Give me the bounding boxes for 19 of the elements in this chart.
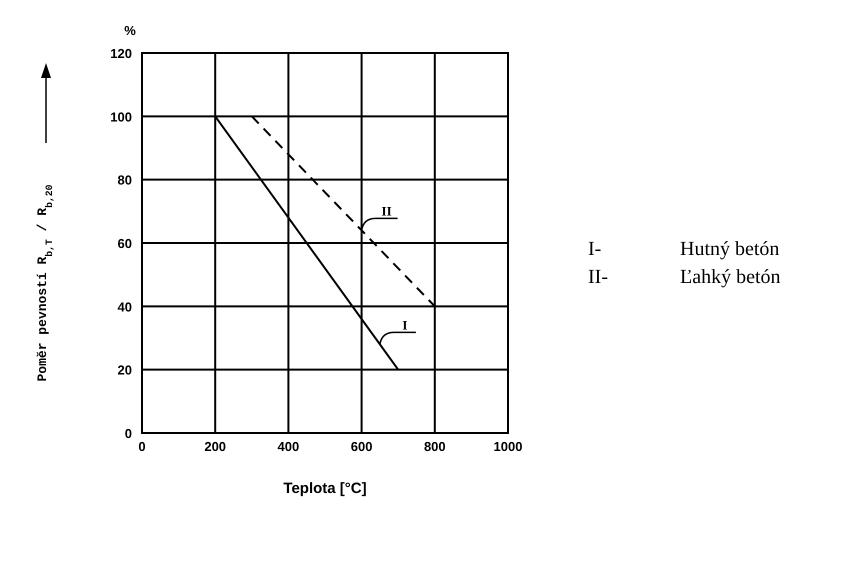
x-tick-label: 600 <box>350 439 372 454</box>
x-axis-title: Teplota [°C] <box>283 480 367 497</box>
x-tick-label: 400 <box>278 439 300 454</box>
y-tick-label: 0 <box>124 426 132 441</box>
text: % <box>124 23 136 38</box>
y-tick-label: 120 <box>110 46 132 61</box>
y-tick-label: 60 <box>118 236 132 251</box>
x-tick-label: 200 <box>204 439 226 454</box>
series-label: I <box>402 317 408 332</box>
y-tick-label: 40 <box>118 299 132 314</box>
text: II- Ľahký betón <box>588 266 781 288</box>
x-tick-label: 0 <box>138 439 146 454</box>
x-tick-label: 800 <box>424 439 446 454</box>
series-label: II <box>382 203 392 218</box>
y-tick-label: 100 <box>110 109 132 124</box>
y-tick-label: 80 <box>118 172 132 188</box>
x-tick-label: 1000 <box>494 439 522 454</box>
text: I- Hutný betón <box>588 238 780 260</box>
y-tick-label: 20 <box>118 362 132 378</box>
